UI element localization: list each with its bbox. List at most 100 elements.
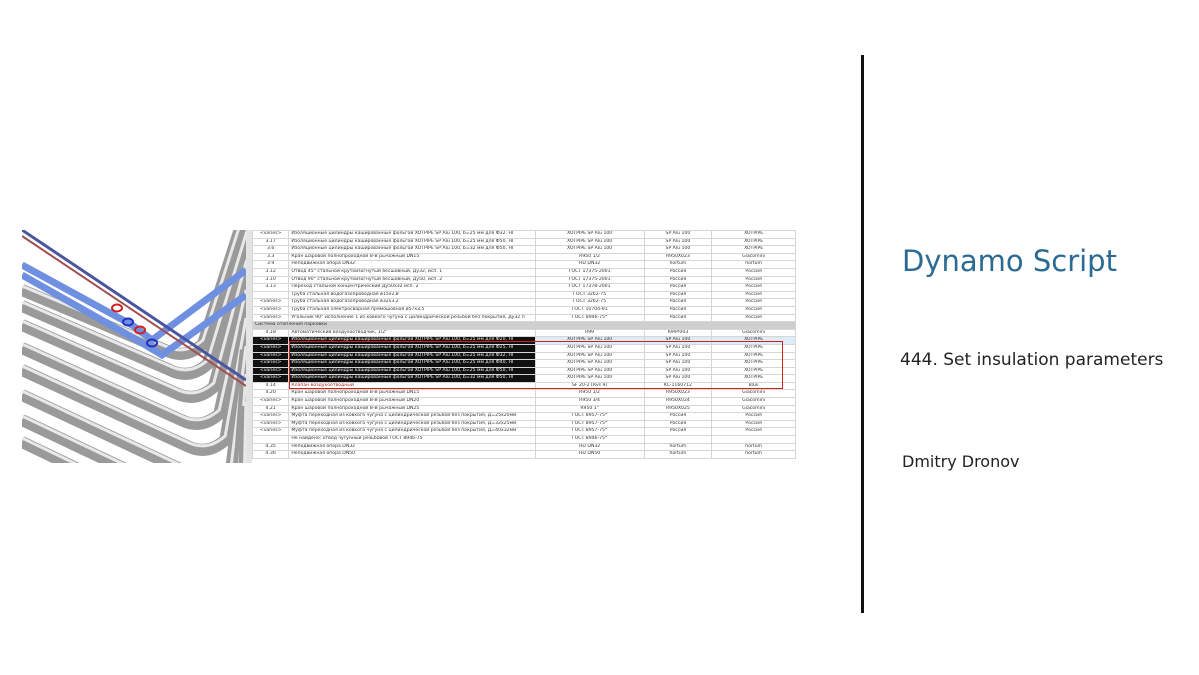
cell-description[interactable]: Изоляционные цилиндры кашированные фольг… [288,374,536,383]
cell-model[interactable]: R950 3/4 [534,397,645,406]
cell-model[interactable]: HD DN50 [534,450,645,459]
cell-mark[interactable]: 3.17 [252,237,290,247]
cell-mark[interactable]: 3.12 [252,267,290,277]
cell-model[interactable]: XOTPIPE SP Alu 100 [534,245,645,254]
table-row[interactable]: <varies> Муфта переходная из ковкого чугу… [252,427,796,437]
cell-manufacturer[interactable]: Россия [711,298,796,307]
table-row[interactable]: <varies> Изоляционные цилиндры кашированн… [252,336,796,345]
cell-description[interactable]: Изоляционные цилиндры кашированные фольг… [288,343,536,353]
cell-mark[interactable]: 4.14 [252,381,290,391]
table-row[interactable]: 4.36 Неподвижная опора DN50 HD DN50 hortum h… [252,450,796,459]
cell-manufacturer[interactable]: hortum [711,442,796,452]
cell-manufacturer[interactable]: XOTPIPE [711,237,796,247]
cell-description[interactable]: Изоляционные цилиндры кашированные фольг… [288,359,536,368]
cell-model[interactable]: XOTPIPE SP Alu 100 [534,230,645,239]
table-group-header[interactable]: Система отопления парковки [252,321,796,330]
cell-mark[interactable]: <varies> [252,397,290,406]
table-row[interactable]: 3.12 Отвод 45° стальной крутоизогнутый бе… [252,267,796,277]
cell-manufacturer[interactable]: XOTPIPE [711,366,796,376]
cell-article[interactable]: R950X025 [643,404,713,414]
cell-article[interactable]: SP Alu 100 [643,336,713,345]
table-row[interactable]: 4.35 Неподвижная опора DN32 HD DN32 hortum h… [252,442,796,452]
cell-description[interactable]: Муфта переходная из ковкого чугуна с цил… [288,412,536,421]
cell-mark[interactable]: <varies> [252,230,290,239]
cell-manufacturer[interactable]: Россия [711,427,796,437]
table-row[interactable]: Не найдено: отвод чугунный резьбовой ГОС… [252,435,796,444]
cell-article[interactable]: Россия [643,427,713,437]
cell-mark[interactable] [252,435,290,444]
cell-description[interactable]: Изоляционные цилиндры кашированные фольг… [288,237,536,247]
cell-model[interactable]: ГОСТ 8957-75* [534,427,645,437]
table-row[interactable]: 4.21 Кран шаровой полнопроходной В-В рыча… [252,404,796,414]
cell-manufacturer[interactable]: Россия [711,305,796,315]
cell-manufacturer[interactable]: Россия [711,412,796,421]
cell-description[interactable]: Отвод 90° стальной крутоизогнутый бесшов… [288,275,536,285]
cell-model[interactable]: XOTPIPE SP Alu 100 [534,343,645,353]
cell-article[interactable]: SP Alu 100 [643,366,713,376]
cell-model[interactable]: ГОСТ 17375-2001 [534,267,645,277]
table-row[interactable]: 3.3 Кран шаровой полнопроходной В-В рычаж… [252,252,796,262]
cell-mark[interactable]: <varies> [252,359,290,368]
cell-article[interactable]: Россия [643,305,713,315]
cell-mark[interactable]: 3.10 [252,275,290,285]
cell-mark[interactable]: <varies> [252,351,290,361]
cell-article[interactable]: Россия [643,275,713,285]
cell-description[interactable]: Труба стальная водогазопроводная ø15х2,8 [288,290,536,300]
cell-model[interactable]: ГОСТ 10704-91 [534,305,645,315]
cell-article[interactable]: Россия [643,412,713,421]
table-row[interactable]: <varies> Муфта переходная из ковкого чугу… [252,412,796,421]
cell-article[interactable]: Россия [643,267,713,277]
cell-description[interactable]: Труба стальная электросварная прямошовна… [288,305,536,315]
cell-mark[interactable] [252,290,290,300]
cell-model[interactable]: ГОСТ 8946-75* [534,435,645,444]
cell-article[interactable]: Россия [643,283,713,292]
cell-manufacturer[interactable]: hortum [711,260,796,269]
cell-manufacturer[interactable]: XOTPIPE [711,351,796,361]
cell-mark[interactable]: 4.36 [252,450,290,459]
cell-article[interactable]: R99Y003 [643,328,713,338]
cell-model[interactable]: XOTPIPE SP Alu 100 [534,366,645,376]
cell-article[interactable]: KC-1160712 [643,381,713,391]
table-row[interactable]: <varies> Угольник 90° исполнение 1 из ков… [252,313,796,323]
cell-mark[interactable]: 3.13 [252,283,290,292]
cell-model[interactable]: XOTPIPE SP Alu 100 [534,374,645,383]
cell-mark[interactable]: <varies> [252,305,290,315]
cell-manufacturer[interactable]: XOTPIPE [711,230,796,239]
cell-model[interactable]: R950 1/2 [534,389,645,399]
cell-model[interactable]: ГОСТ 3262-75 [534,290,645,300]
cell-article[interactable]: R950X023 [643,389,713,399]
table-row[interactable]: <varies> Изоляционные цилиндры кашированн… [252,343,796,353]
cell-description[interactable]: Неподвижная опора DN32 [288,260,536,269]
cell-manufacturer[interactable]: Россия [711,290,796,300]
table-row[interactable]: Труба стальная водогазопроводная ø15х2,8… [252,290,796,300]
cell-manufacturer[interactable]: Россия [711,313,796,323]
table-row[interactable]: <varies> Муфта переходная из ковкого чугу… [252,419,796,429]
cell-mark[interactable]: 3.9 [252,260,290,269]
cell-description[interactable]: Неподвижная опора DN32 [288,442,536,452]
cell-manufacturer[interactable]: XOTPIPE [711,343,796,353]
cell-manufacturer[interactable]: Россия [711,419,796,429]
cell-manufacturer[interactable]: Россия [711,275,796,285]
cell-manufacturer[interactable] [711,435,796,444]
cell-article[interactable]: hortum [643,260,713,269]
cell-article[interactable] [643,435,713,444]
cell-model[interactable]: ГОСТ 8957-75* [534,412,645,421]
cell-article[interactable]: Россия [643,298,713,307]
cell-mark[interactable]: 3.3 [252,252,290,262]
cell-description[interactable]: Изоляционные цилиндры кашированные фольг… [288,366,536,376]
cell-mark[interactable]: <varies> [252,427,290,437]
cell-manufacturer[interactable]: XOTPIPE [711,245,796,254]
cell-manufacturer[interactable]: Россия [711,283,796,292]
cell-description[interactable]: Автоматический воздухоотводчик, 1/2" [288,328,536,338]
cell-manufacturer[interactable]: XOTPIPE [711,359,796,368]
cell-description[interactable]: Кран шаровой полнопроходной В-В рычажный… [288,397,536,406]
cell-model[interactable]: HD DN32 [534,442,645,452]
cell-manufacturer[interactable]: Россия [711,267,796,277]
table-row[interactable]: <varies> Изоляционные цилиндры кашированн… [252,366,796,376]
table-row[interactable]: <varies> Изоляционные цилиндры кашированн… [252,230,796,239]
table-row[interactable]: 3.17 Изоляционные цилиндры кашированные ф… [252,237,796,247]
cell-description[interactable]: Кран шаровой полнопроходной В-В рычажный… [288,389,536,399]
table-row[interactable]: <varies> Изоляционные цилиндры кашированн… [252,351,796,361]
table-row[interactable]: <varies> Изоляционные цилиндры кашированн… [252,374,796,383]
cell-article[interactable]: R950X023 [643,252,713,262]
